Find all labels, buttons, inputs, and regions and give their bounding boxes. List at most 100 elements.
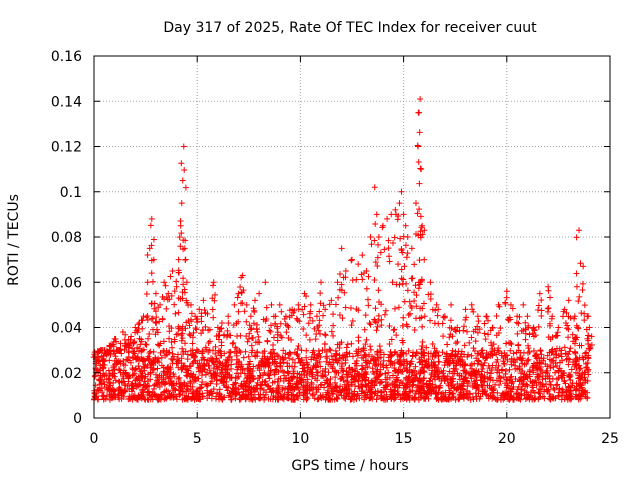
data-point xyxy=(413,388,420,395)
data-point xyxy=(254,339,261,346)
data-point xyxy=(266,372,273,379)
data-point xyxy=(585,341,592,348)
data-point xyxy=(539,376,546,383)
data-point xyxy=(105,367,112,374)
data-point xyxy=(107,382,114,389)
data-point xyxy=(267,367,274,374)
data-point xyxy=(120,375,127,382)
data-point xyxy=(573,283,580,290)
data-point xyxy=(229,340,236,347)
data-point xyxy=(515,320,522,327)
data-point xyxy=(180,281,187,288)
data-point xyxy=(179,396,186,403)
data-point xyxy=(167,366,174,373)
data-point xyxy=(267,350,274,357)
data-point xyxy=(548,315,555,322)
data-point xyxy=(242,380,249,387)
data-point xyxy=(218,325,225,332)
data-point xyxy=(525,356,532,363)
data-point xyxy=(536,394,543,401)
data-point xyxy=(508,358,515,365)
data-point xyxy=(189,390,196,397)
data-point xyxy=(361,394,368,401)
data-point xyxy=(479,350,486,357)
data-point xyxy=(566,356,573,363)
data-point xyxy=(522,330,529,337)
data-point xyxy=(348,340,355,347)
data-point xyxy=(547,294,554,301)
data-point xyxy=(328,297,335,304)
data-point xyxy=(301,372,308,379)
data-point xyxy=(376,372,383,379)
data-point xyxy=(574,324,581,331)
data-point xyxy=(245,392,252,399)
data-point xyxy=(226,371,233,378)
data-point xyxy=(132,324,139,331)
data-point xyxy=(485,317,492,324)
data-point xyxy=(200,361,207,368)
data-point xyxy=(171,385,178,392)
data-point xyxy=(406,373,413,380)
data-point xyxy=(124,371,131,378)
data-point xyxy=(292,383,299,390)
data-point xyxy=(431,345,438,352)
data-point xyxy=(571,384,578,391)
data-point xyxy=(187,386,194,393)
data-point xyxy=(179,177,186,184)
data-point xyxy=(392,206,399,213)
data-point xyxy=(188,310,195,317)
data-point xyxy=(321,341,328,348)
data-point xyxy=(506,395,513,402)
data-point xyxy=(498,367,505,374)
data-point xyxy=(165,388,172,395)
data-point xyxy=(378,378,385,385)
data-point xyxy=(271,356,278,363)
data-point xyxy=(264,382,271,389)
data-point xyxy=(194,360,201,367)
data-point xyxy=(413,292,420,299)
data-point xyxy=(567,314,574,321)
data-point xyxy=(226,353,233,360)
data-point xyxy=(148,215,155,222)
data-point xyxy=(391,365,398,372)
data-point xyxy=(369,368,376,375)
data-point xyxy=(156,318,163,325)
data-point xyxy=(440,393,447,400)
data-point xyxy=(135,373,142,380)
data-point xyxy=(372,259,379,266)
data-point xyxy=(355,334,362,341)
data-point xyxy=(348,381,355,388)
data-point xyxy=(178,200,185,207)
data-point xyxy=(460,367,467,374)
data-point xyxy=(150,256,157,263)
data-point xyxy=(549,393,556,400)
data-point xyxy=(148,242,155,249)
data-point xyxy=(209,306,216,313)
data-point xyxy=(382,370,389,377)
data-point xyxy=(411,261,418,268)
data-point xyxy=(132,329,139,336)
data-point xyxy=(160,338,167,345)
data-point xyxy=(349,353,356,360)
data-point xyxy=(461,323,468,330)
data-point xyxy=(299,306,306,313)
data-point xyxy=(377,388,384,395)
data-point xyxy=(120,367,127,374)
data-point xyxy=(439,370,446,377)
data-point xyxy=(448,301,455,308)
data-point xyxy=(99,364,106,371)
data-point xyxy=(481,359,488,366)
data-point xyxy=(297,375,304,382)
data-point xyxy=(421,227,428,234)
data-point xyxy=(473,385,480,392)
data-point xyxy=(213,355,220,362)
data-point xyxy=(412,200,419,207)
data-point xyxy=(378,322,385,329)
data-point xyxy=(439,320,446,327)
data-point xyxy=(321,331,328,338)
data-point xyxy=(361,326,368,333)
data-point xyxy=(372,305,379,312)
data-point xyxy=(417,305,424,312)
data-point xyxy=(542,361,549,368)
data-point xyxy=(248,325,255,332)
